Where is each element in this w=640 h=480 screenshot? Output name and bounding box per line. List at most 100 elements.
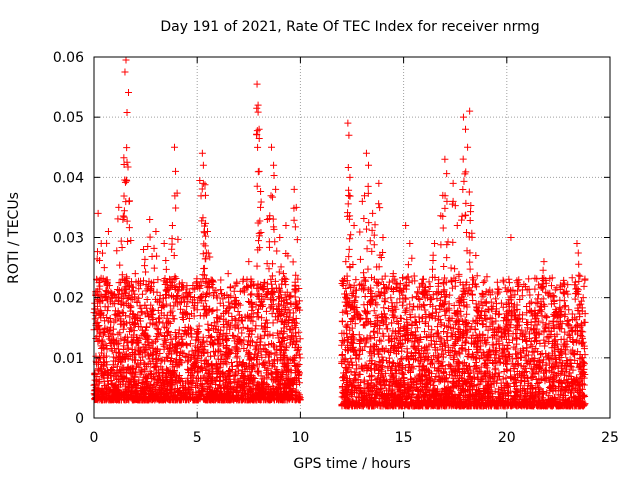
data-point (463, 310, 471, 318)
data-point (220, 315, 228, 323)
data-point (138, 290, 146, 298)
data-point (250, 378, 258, 386)
data-point (577, 300, 585, 308)
data-point (283, 299, 291, 307)
data-point (226, 325, 234, 333)
data-point (281, 361, 289, 369)
data-point (122, 312, 130, 320)
data-point (273, 357, 281, 365)
data-point (280, 301, 288, 309)
data-point (221, 358, 229, 366)
data-point (194, 329, 202, 337)
data-point (246, 350, 254, 358)
data-point (254, 333, 262, 341)
data-point (154, 276, 162, 284)
data-point (239, 359, 247, 367)
data-point (116, 329, 124, 337)
data-point (572, 316, 580, 324)
data-point (373, 301, 381, 309)
data-point (523, 303, 531, 311)
data-point (264, 365, 272, 373)
data-point (124, 337, 132, 345)
data-point (387, 294, 395, 302)
data-point (374, 279, 382, 287)
data-point (210, 319, 218, 327)
data-point (204, 325, 212, 333)
data-point (152, 379, 160, 387)
data-point (269, 375, 277, 383)
data-point (213, 306, 221, 314)
data-point (119, 325, 127, 333)
data-point (355, 331, 363, 339)
data-point (252, 322, 260, 330)
data-point (121, 333, 129, 341)
data-point (277, 375, 285, 383)
data-point (228, 358, 236, 366)
data-point (261, 328, 269, 336)
data-point (184, 358, 192, 366)
data-point (118, 308, 126, 316)
data-point (170, 344, 178, 352)
data-point (164, 327, 172, 335)
data-point (203, 337, 211, 345)
data-point (575, 277, 583, 285)
data-point (162, 353, 170, 361)
data-point (229, 331, 237, 339)
data-point (217, 286, 225, 294)
data-point (201, 372, 209, 380)
data-point (295, 328, 303, 336)
data-point (380, 304, 388, 312)
data-point (165, 344, 173, 352)
data-point (136, 317, 144, 325)
data-point (208, 375, 216, 383)
data-point (188, 378, 196, 386)
data-point (135, 351, 143, 359)
data-point (119, 298, 127, 306)
data-point (230, 375, 238, 383)
data-point (231, 304, 239, 312)
data-point (257, 298, 265, 306)
data-point (151, 363, 159, 371)
data-point (154, 330, 162, 338)
data-point (199, 333, 207, 341)
data-point (130, 327, 138, 335)
data-point (248, 290, 256, 298)
data-point (274, 293, 282, 301)
data-point (226, 368, 234, 376)
data-point (126, 324, 134, 332)
data-point (192, 383, 200, 391)
data-point (219, 295, 227, 303)
data-point (251, 325, 259, 333)
data-point (95, 366, 103, 374)
data-point (258, 353, 266, 361)
data-point (136, 279, 144, 287)
data-point (188, 326, 196, 334)
data-point (479, 278, 487, 286)
data-point (240, 336, 248, 344)
data-point (155, 315, 163, 323)
data-point (129, 287, 137, 295)
data-point (277, 288, 285, 296)
data-point (362, 308, 370, 316)
data-point (497, 299, 505, 307)
data-point (166, 302, 174, 310)
data-point (208, 360, 216, 368)
data-point (250, 384, 258, 392)
data-point (252, 301, 260, 309)
data-point (208, 307, 216, 315)
data-point (164, 366, 172, 374)
data-point (268, 301, 276, 309)
data-point (257, 335, 265, 343)
data-point (168, 354, 176, 362)
data-point (266, 304, 274, 312)
data-point (228, 312, 236, 320)
data-point (221, 374, 229, 382)
data-point (264, 332, 272, 340)
data-point (231, 282, 239, 290)
data-point (283, 366, 291, 374)
data-point (532, 299, 540, 307)
data-point (201, 342, 209, 350)
data-point (249, 317, 257, 325)
data-point (295, 379, 303, 387)
data-point (282, 295, 290, 303)
